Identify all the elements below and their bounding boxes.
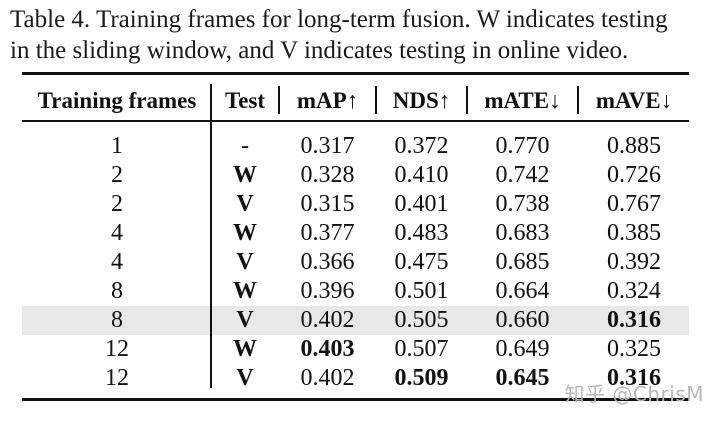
- table-cell: 0.660: [495, 307, 550, 333]
- table-bottom-rule: [22, 398, 689, 401]
- table-cell: 4: [111, 249, 123, 275]
- header-map: mAP↑: [296, 88, 359, 113]
- table-cell: 0.664: [495, 278, 550, 304]
- table-cell: 0.685: [495, 249, 550, 275]
- table-cell: 12: [105, 365, 129, 391]
- watermark-text: 知乎 @ChrisM: [564, 382, 704, 406]
- table-cell: V: [236, 307, 254, 333]
- table-cell: 0.645: [495, 365, 550, 391]
- table-cell: 0.396: [300, 278, 355, 304]
- table-cell: 0.366: [300, 249, 355, 275]
- table-cell: 2: [111, 191, 123, 217]
- table-cell: W: [233, 278, 257, 304]
- table-cell: 0.767: [607, 191, 661, 217]
- table-cell: W: [233, 220, 257, 246]
- header-test: Test: [224, 88, 266, 113]
- header-mate: mATE↓: [484, 88, 561, 113]
- table-cell: 0.385: [607, 220, 661, 246]
- table-cell: 0.483: [394, 220, 449, 246]
- caption-line-1: Table 4. Training frames for long-term f…: [10, 6, 668, 33]
- table-cell: 0.402: [300, 307, 355, 333]
- table-top-rule: [22, 72, 689, 75]
- table-cell: 0.328: [300, 162, 355, 188]
- table-cell: 12: [105, 336, 129, 362]
- column-divider-5: [577, 86, 579, 114]
- table-cell: 0.372: [394, 133, 449, 159]
- column-divider-1: [210, 84, 212, 388]
- table-cell: 4: [111, 220, 123, 246]
- table-cell: V: [236, 191, 254, 217]
- table-cell: 0.316: [607, 365, 661, 391]
- table-cell: 0.316: [607, 307, 661, 333]
- table-cell: 0.401: [394, 191, 449, 217]
- table-cell: 0.317: [300, 133, 355, 159]
- column-divider-3: [375, 86, 377, 114]
- header-mave: mAVE↓: [595, 88, 673, 113]
- table-cell: 0.770: [495, 133, 550, 159]
- table-cell: 0.403: [300, 336, 355, 362]
- table-cell: W: [233, 336, 257, 362]
- table-cell: V: [236, 365, 254, 391]
- table-header-rule: [22, 120, 689, 122]
- table-cell: 2: [111, 162, 123, 188]
- header-training-frames: Training frames: [37, 88, 197, 113]
- column-divider-2: [278, 86, 280, 114]
- table-cell: 0.649: [495, 336, 550, 362]
- table-cell: 0.377: [300, 220, 355, 246]
- table-cell: 0.505: [394, 307, 449, 333]
- column-divider-4: [466, 86, 468, 114]
- table-cell: 8: [111, 307, 123, 333]
- table-cell: 0.507: [394, 336, 449, 362]
- table-cell: 0.392: [607, 249, 661, 275]
- table-cell: 0.315: [300, 191, 355, 217]
- highlighted-row-background: [22, 306, 689, 335]
- header-nds: NDS↑: [392, 88, 451, 113]
- table-cell: 0.742: [495, 162, 550, 188]
- table-cell: W: [233, 162, 257, 188]
- table-cell: 1: [111, 133, 123, 159]
- table-cell: 0.509: [394, 365, 449, 391]
- table-cell: 0.683: [495, 220, 550, 246]
- table-cell: 0.726: [607, 162, 661, 188]
- table-cell: V: [236, 249, 254, 275]
- table-cell: 0.324: [607, 278, 661, 304]
- table-caption: Table 4. Training frames for long-term f…: [10, 4, 715, 66]
- caption-line-2: in the sliding window, and V indicates t…: [10, 37, 629, 64]
- table-cell: 0.402: [300, 365, 355, 391]
- table-cell: 8: [111, 278, 123, 304]
- table-cell: 0.885: [607, 133, 661, 159]
- table-cell: -: [241, 133, 249, 159]
- table-cell: 0.501: [394, 278, 449, 304]
- table-cell: 0.738: [495, 191, 550, 217]
- table-cell: 0.410: [394, 162, 449, 188]
- table-cell: 0.475: [394, 249, 449, 275]
- table-cell: 0.325: [607, 336, 661, 362]
